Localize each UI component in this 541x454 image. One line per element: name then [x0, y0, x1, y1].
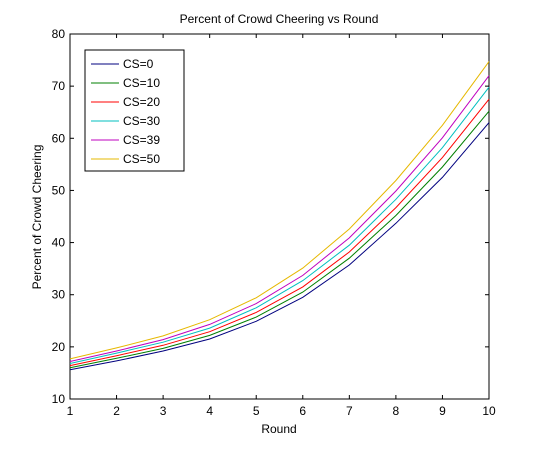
x-tick-label: 2	[113, 404, 120, 418]
y-tick-label: 80	[52, 27, 66, 41]
x-tick-label: 9	[439, 404, 446, 418]
y-tick-label: 60	[52, 131, 66, 145]
x-tick-label: 5	[253, 404, 260, 418]
legend-label: CS=50	[123, 152, 160, 166]
x-tick-label: 1	[67, 404, 74, 418]
x-tick-label: 4	[206, 404, 213, 418]
x-tick-label: 3	[160, 404, 167, 418]
y-tick-label: 40	[52, 236, 66, 250]
y-tick-label: 50	[52, 183, 66, 197]
y-tick-label: 30	[52, 288, 66, 302]
y-axis-label: Percent of Crowd Cheering	[30, 145, 44, 290]
x-axis-label: Round	[261, 422, 296, 436]
legend-label: CS=10	[123, 76, 160, 90]
y-tick-label: 10	[52, 392, 66, 406]
x-tick-label: 10	[482, 404, 496, 418]
y-tick-label: 70	[52, 79, 66, 93]
chart-title: Percent of Crowd Cheering vs Round	[180, 12, 379, 26]
legend-label: CS=0	[123, 57, 154, 71]
x-tick-label: 7	[346, 404, 353, 418]
x-tick-label: 8	[393, 404, 400, 418]
legend-label: CS=20	[123, 95, 160, 109]
x-tick-label: 6	[299, 404, 306, 418]
legend-label: CS=39	[123, 133, 160, 147]
y-tick-label: 20	[52, 340, 66, 354]
legend-label: CS=30	[123, 114, 160, 128]
